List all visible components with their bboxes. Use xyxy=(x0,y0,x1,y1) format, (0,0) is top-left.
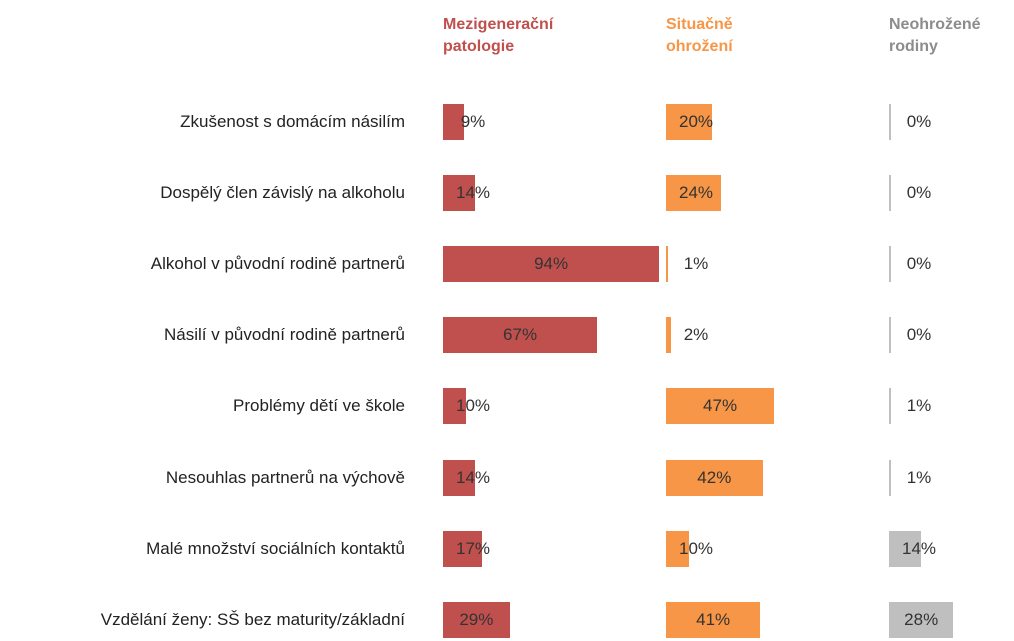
value-label: 10% xyxy=(678,538,714,558)
series-header: Neohrožené rodiny xyxy=(889,16,981,55)
bar xyxy=(443,175,476,212)
category-label: Nesouhlas partnerů na výchově xyxy=(165,467,405,487)
category-label: Dospělý člen závislý na alkoholu xyxy=(160,183,405,203)
value-label: 42% xyxy=(697,467,732,487)
series-header: Mezigenerační patologie xyxy=(443,16,554,55)
bar xyxy=(443,388,466,425)
bar xyxy=(666,317,671,354)
value-label: 10% xyxy=(455,396,491,416)
value-label: 94% xyxy=(534,254,569,274)
bar xyxy=(889,530,922,567)
category-label: Vzdělání ženy: SŠ bez maturity/základní xyxy=(100,609,405,629)
value-label: 1% xyxy=(683,254,709,274)
category-label: Násilí v původní rodině partnerů xyxy=(164,325,405,345)
value-label: 14% xyxy=(455,467,491,487)
bar xyxy=(666,388,775,425)
bar xyxy=(666,175,722,212)
bar xyxy=(889,246,891,283)
bar xyxy=(889,175,891,212)
value-label: 0% xyxy=(906,254,932,274)
bar xyxy=(443,246,660,283)
value-label: 14% xyxy=(455,183,491,203)
value-label: 17% xyxy=(455,538,491,558)
value-label: 1% xyxy=(906,396,932,416)
bar xyxy=(443,104,464,140)
category-label: Zkušenost s domácím násilím xyxy=(180,112,405,131)
value-label: 24% xyxy=(678,183,714,203)
value-label: 67% xyxy=(503,325,538,345)
category-label: Alkohol v původní rodině partnerů xyxy=(150,254,405,274)
bar xyxy=(666,246,669,283)
category-label: Problémy dětí ve škole xyxy=(233,396,405,416)
series-header: Situačně ohrožení xyxy=(666,16,733,55)
value-label: 41% xyxy=(696,609,731,629)
value-label: 28% xyxy=(904,609,939,629)
category-label: Malé množství sociálních kontaktů xyxy=(146,538,405,558)
value-label: 0% xyxy=(906,325,932,345)
bar xyxy=(889,601,954,638)
bar xyxy=(443,530,483,567)
value-label: 20% xyxy=(678,112,714,131)
bar xyxy=(666,104,712,140)
bar xyxy=(443,317,598,354)
bar xyxy=(889,317,891,354)
bar xyxy=(889,388,892,425)
value-label: 2% xyxy=(683,325,709,345)
value-label: 0% xyxy=(906,183,932,203)
bar xyxy=(889,104,891,140)
value-label: 1% xyxy=(906,467,932,487)
bar xyxy=(443,459,476,496)
bar xyxy=(443,601,510,638)
value-label: 29% xyxy=(459,609,494,629)
value-label: 47% xyxy=(703,396,738,416)
bar xyxy=(666,530,689,567)
bar xyxy=(666,601,761,638)
bar xyxy=(889,459,892,496)
value-label: 0% xyxy=(906,112,932,131)
bar xyxy=(666,459,763,496)
value-label: 9% xyxy=(460,112,486,131)
value-label: 14% xyxy=(901,538,937,558)
